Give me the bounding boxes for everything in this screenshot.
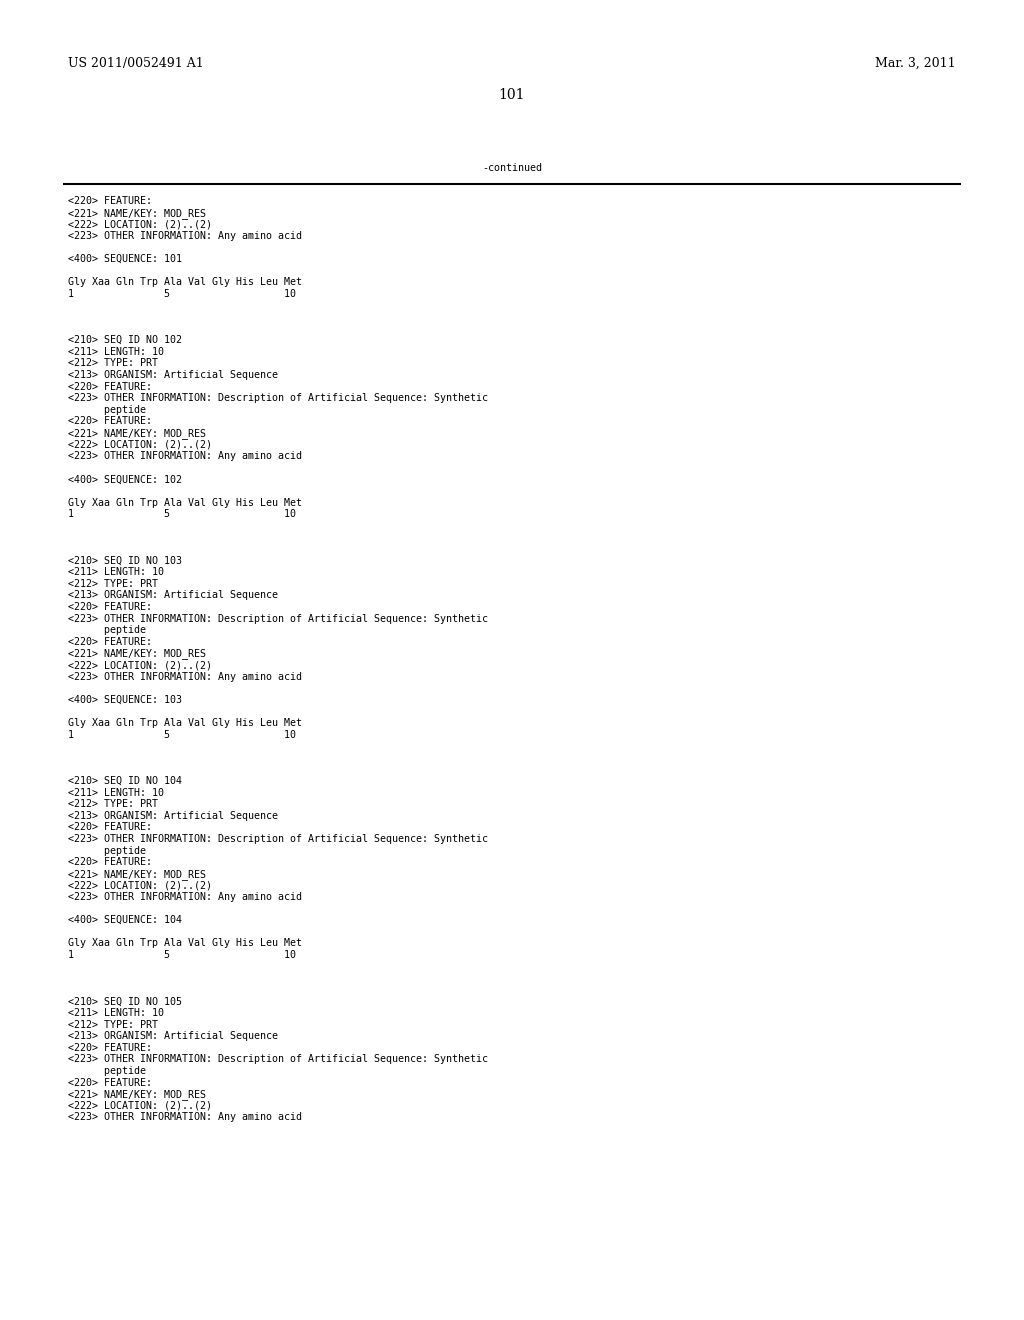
Text: <221> NAME/KEY: MOD_RES: <221> NAME/KEY: MOD_RES xyxy=(68,1089,206,1100)
Text: <222> LOCATION: (2)..(2): <222> LOCATION: (2)..(2) xyxy=(68,440,212,450)
Text: <222> LOCATION: (2)..(2): <222> LOCATION: (2)..(2) xyxy=(68,880,212,891)
Text: <223> OTHER INFORMATION: Any amino acid: <223> OTHER INFORMATION: Any amino acid xyxy=(68,892,302,902)
Text: <220> FEATURE:: <220> FEATURE: xyxy=(68,822,152,833)
Text: <212> TYPE: PRT: <212> TYPE: PRT xyxy=(68,799,158,809)
Text: <222> LOCATION: (2)..(2): <222> LOCATION: (2)..(2) xyxy=(68,219,212,230)
Text: <221> NAME/KEY: MOD_RES: <221> NAME/KEY: MOD_RES xyxy=(68,648,206,659)
Text: <220> FEATURE:: <220> FEATURE: xyxy=(68,1077,152,1088)
Text: 101: 101 xyxy=(499,88,525,102)
Text: <211> LENGTH: 10: <211> LENGTH: 10 xyxy=(68,347,164,356)
Text: peptide: peptide xyxy=(68,846,146,855)
Text: peptide: peptide xyxy=(68,626,146,635)
Text: <223> OTHER INFORMATION: Description of Artificial Sequence: Synthetic: <223> OTHER INFORMATION: Description of … xyxy=(68,393,488,403)
Text: Gly Xaa Gln Trp Ala Val Gly His Leu Met: Gly Xaa Gln Trp Ala Val Gly His Leu Met xyxy=(68,718,302,729)
Text: <210> SEQ ID NO 102: <210> SEQ ID NO 102 xyxy=(68,335,182,346)
Text: <400> SEQUENCE: 102: <400> SEQUENCE: 102 xyxy=(68,474,182,484)
Text: <211> LENGTH: 10: <211> LENGTH: 10 xyxy=(68,788,164,797)
Text: <221> NAME/KEY: MOD_RES: <221> NAME/KEY: MOD_RES xyxy=(68,428,206,440)
Text: <223> OTHER INFORMATION: Any amino acid: <223> OTHER INFORMATION: Any amino acid xyxy=(68,1113,302,1122)
Text: <220> FEATURE:: <220> FEATURE: xyxy=(68,1043,152,1053)
Text: <212> TYPE: PRT: <212> TYPE: PRT xyxy=(68,1019,158,1030)
Text: <212> TYPE: PRT: <212> TYPE: PRT xyxy=(68,578,158,589)
Text: <220> FEATURE:: <220> FEATURE: xyxy=(68,381,152,392)
Text: <213> ORGANISM: Artificial Sequence: <213> ORGANISM: Artificial Sequence xyxy=(68,370,278,380)
Text: <210> SEQ ID NO 103: <210> SEQ ID NO 103 xyxy=(68,556,182,565)
Text: <223> OTHER INFORMATION: Any amino acid: <223> OTHER INFORMATION: Any amino acid xyxy=(68,231,302,240)
Text: <223> OTHER INFORMATION: Description of Artificial Sequence: Synthetic: <223> OTHER INFORMATION: Description of … xyxy=(68,1055,488,1064)
Text: <210> SEQ ID NO 105: <210> SEQ ID NO 105 xyxy=(68,997,182,1006)
Text: <400> SEQUENCE: 101: <400> SEQUENCE: 101 xyxy=(68,253,182,264)
Text: <220> FEATURE:: <220> FEATURE: xyxy=(68,857,152,867)
Text: 1               5                   10: 1 5 10 xyxy=(68,730,296,739)
Text: Gly Xaa Gln Trp Ala Val Gly His Leu Met: Gly Xaa Gln Trp Ala Val Gly His Leu Met xyxy=(68,939,302,948)
Text: <213> ORGANISM: Artificial Sequence: <213> ORGANISM: Artificial Sequence xyxy=(68,590,278,601)
Text: 1               5                   10: 1 5 10 xyxy=(68,289,296,298)
Text: <211> LENGTH: 10: <211> LENGTH: 10 xyxy=(68,1008,164,1018)
Text: 1               5                   10: 1 5 10 xyxy=(68,510,296,519)
Text: <223> OTHER INFORMATION: Any amino acid: <223> OTHER INFORMATION: Any amino acid xyxy=(68,451,302,461)
Text: <220> FEATURE:: <220> FEATURE: xyxy=(68,195,152,206)
Text: <222> LOCATION: (2)..(2): <222> LOCATION: (2)..(2) xyxy=(68,1101,212,1111)
Text: <211> LENGTH: 10: <211> LENGTH: 10 xyxy=(68,568,164,577)
Text: US 2011/0052491 A1: US 2011/0052491 A1 xyxy=(68,57,204,70)
Text: Gly Xaa Gln Trp Ala Val Gly His Leu Met: Gly Xaa Gln Trp Ala Val Gly His Leu Met xyxy=(68,498,302,508)
Text: peptide: peptide xyxy=(68,1067,146,1076)
Text: <223> OTHER INFORMATION: Any amino acid: <223> OTHER INFORMATION: Any amino acid xyxy=(68,672,302,681)
Text: <210> SEQ ID NO 104: <210> SEQ ID NO 104 xyxy=(68,776,182,785)
Text: <220> FEATURE:: <220> FEATURE: xyxy=(68,602,152,612)
Text: <220> FEATURE:: <220> FEATURE: xyxy=(68,636,152,647)
Text: <221> NAME/KEY: MOD_RES: <221> NAME/KEY: MOD_RES xyxy=(68,207,206,219)
Text: <212> TYPE: PRT: <212> TYPE: PRT xyxy=(68,359,158,368)
Text: <213> ORGANISM: Artificial Sequence: <213> ORGANISM: Artificial Sequence xyxy=(68,810,278,821)
Text: <223> OTHER INFORMATION: Description of Artificial Sequence: Synthetic: <223> OTHER INFORMATION: Description of … xyxy=(68,614,488,623)
Text: Mar. 3, 2011: Mar. 3, 2011 xyxy=(876,57,956,70)
Text: <400> SEQUENCE: 103: <400> SEQUENCE: 103 xyxy=(68,694,182,705)
Text: -continued: -continued xyxy=(482,162,542,173)
Text: <400> SEQUENCE: 104: <400> SEQUENCE: 104 xyxy=(68,915,182,925)
Text: <223> OTHER INFORMATION: Description of Artificial Sequence: Synthetic: <223> OTHER INFORMATION: Description of … xyxy=(68,834,488,843)
Text: Gly Xaa Gln Trp Ala Val Gly His Leu Met: Gly Xaa Gln Trp Ala Val Gly His Leu Met xyxy=(68,277,302,288)
Text: <222> LOCATION: (2)..(2): <222> LOCATION: (2)..(2) xyxy=(68,660,212,671)
Text: <213> ORGANISM: Artificial Sequence: <213> ORGANISM: Artificial Sequence xyxy=(68,1031,278,1041)
Text: <221> NAME/KEY: MOD_RES: <221> NAME/KEY: MOD_RES xyxy=(68,869,206,879)
Text: peptide: peptide xyxy=(68,405,146,414)
Text: 1               5                   10: 1 5 10 xyxy=(68,950,296,960)
Text: <220> FEATURE:: <220> FEATURE: xyxy=(68,416,152,426)
